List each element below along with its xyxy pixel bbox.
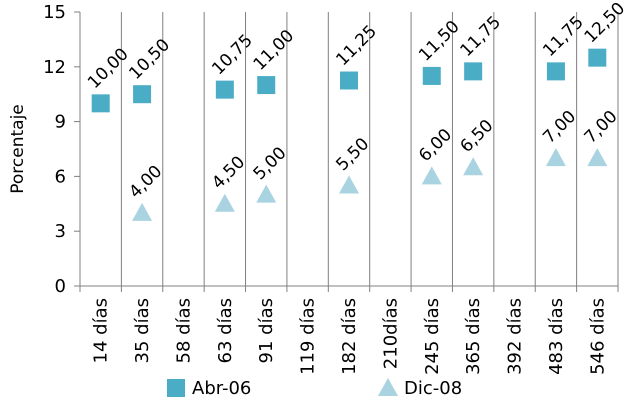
x-tick-labels: 14 días 35 días 58 días 63 días 91 días 119 d…: [91, 298, 609, 375]
data-point-abr-06: [257, 76, 276, 95]
x-tick-label: 392 días: [505, 298, 526, 375]
legend-label: Abr-06: [192, 378, 251, 399]
data-point-abr-06: [340, 71, 358, 90]
x-tick-label: 63 días: [215, 298, 236, 363]
legend-label: Dic-08: [404, 378, 462, 399]
x-tick-label: 210días: [380, 298, 401, 369]
data-label: 11,75: [457, 12, 506, 61]
data-label: 11,75: [539, 12, 588, 61]
data-label: 5,50: [332, 134, 373, 175]
legend: Abr-06 Dic-08: [167, 378, 462, 399]
x-tick-label: 483 días: [546, 298, 567, 375]
y-tick-label: 0: [55, 276, 66, 297]
data-label: 10,50: [125, 35, 174, 84]
data-label: 4,50: [208, 152, 249, 193]
data-label: 4,00: [125, 162, 166, 203]
data-label: 12,50: [581, 0, 628, 47]
y-tick-label: 12: [43, 57, 66, 78]
y-tick-label: 15: [43, 2, 66, 23]
x-tick-label: 119 días: [298, 298, 319, 375]
data-label: 10,75: [208, 31, 257, 80]
x-tick-label: 91 días: [256, 298, 277, 363]
y-tick-label: 9: [55, 112, 66, 133]
data-point-dic-08: [132, 202, 153, 221]
data-point-dic-08: [587, 148, 608, 167]
data-point-dic-08: [463, 157, 484, 176]
series-marks: [91, 48, 608, 221]
legend-marker-abr-06: [167, 379, 185, 397]
grid-lines: [120, 12, 619, 286]
x-tick-label: 365 días: [463, 298, 484, 375]
y-tick-labels: 0 3 6 9 12 15: [43, 2, 66, 297]
x-tick-label: 245 días: [422, 298, 443, 375]
data-point-dic-08: [421, 166, 442, 185]
data-point-dic-08: [214, 193, 235, 212]
data-label: 11,00: [250, 26, 299, 75]
x-tick-label: 58 días: [173, 298, 194, 363]
data-label: 11,50: [415, 17, 464, 66]
data-label: 6,50: [457, 116, 498, 157]
data-point-dic-08: [256, 184, 277, 203]
data-point-abr-06: [464, 62, 483, 81]
x-tick-label: 14 días: [91, 298, 112, 363]
data-point-abr-06: [422, 66, 441, 85]
legend-marker-dic-08: [378, 378, 398, 396]
data-point-dic-08: [545, 148, 566, 167]
axes: [74, 11, 619, 292]
y-tick-label: 3: [55, 221, 66, 242]
data-point-abr-06: [133, 85, 152, 104]
data-point-abr-06: [91, 94, 110, 113]
y-tick-label: 6: [55, 166, 66, 187]
data-point-abr-06: [215, 80, 234, 99]
x-tick-label: 182 días: [339, 298, 360, 375]
x-tick-label: 546 días: [587, 298, 608, 375]
y-axis-title: Porcentaje: [8, 104, 28, 194]
data-point-abr-06: [546, 62, 565, 81]
data-point-dic-08: [339, 175, 359, 194]
data-label: 6,00: [415, 125, 456, 166]
data-label: 7,00: [581, 107, 622, 148]
data-point-abr-06: [588, 48, 607, 67]
data-label: 7,00: [539, 107, 580, 148]
data-label: 5,00: [250, 143, 291, 184]
data-label: 11,25: [332, 21, 381, 70]
x-tick-label: 35 días: [132, 298, 153, 363]
